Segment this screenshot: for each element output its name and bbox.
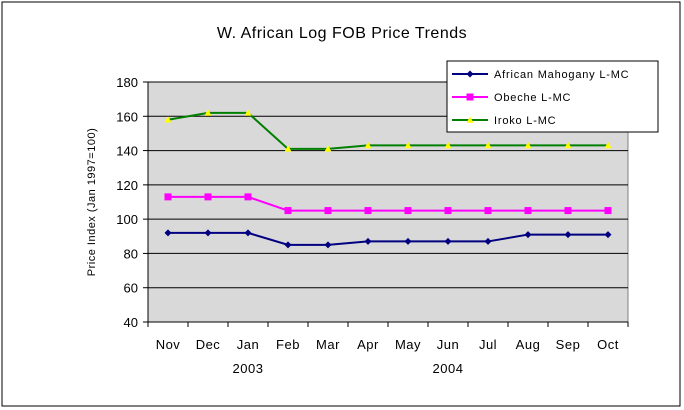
data-point-african-mahogany-l-mc xyxy=(484,237,492,245)
x-tick-label: Nov xyxy=(156,337,181,352)
data-point-iroko-l-mc xyxy=(364,141,372,149)
data-point-iroko-l-mc xyxy=(444,141,452,149)
legend-label-african-mahogany-l-mc: African Mahogany L-MC xyxy=(494,69,629,81)
legend-label-iroko-l-mc: Iroko L-MC xyxy=(494,115,556,127)
data-point-african-mahogany-l-mc xyxy=(284,241,292,249)
data-point-obeche-l-mc xyxy=(244,193,252,201)
data-point-iroko-l-mc xyxy=(564,141,572,149)
data-point-african-mahogany-l-mc xyxy=(444,237,452,245)
series-layer xyxy=(164,109,612,249)
data-point-obeche-l-mc xyxy=(204,193,212,201)
data-point-african-mahogany-l-mc xyxy=(324,241,332,249)
y-tick-label: 100 xyxy=(116,212,138,227)
axes: 40 60 80 100 120 140 160 180 Nov Dec Jan Feb Mar Apr M… xyxy=(116,75,629,376)
data-point-obeche-l-mc xyxy=(404,207,412,215)
x-tick-label: Apr xyxy=(357,337,379,352)
legend-marker-african-mahogany-l-mc xyxy=(466,70,474,78)
data-point-obeche-l-mc xyxy=(444,207,452,215)
data-point-obeche-l-mc xyxy=(364,207,372,215)
legend: African Mahogany L-MC Obeche L-MC Iroko L-… xyxy=(446,60,659,133)
x-tick-label: Jun xyxy=(437,337,459,352)
data-point-obeche-l-mc xyxy=(604,207,612,215)
y-axis-label: Price Index (Jan 1997=100) xyxy=(86,128,98,276)
data-point-obeche-l-mc xyxy=(164,193,172,201)
year-label: 2004 xyxy=(433,361,464,376)
x-tick-label: Aug xyxy=(516,337,541,352)
data-point-obeche-l-mc xyxy=(284,207,292,215)
data-point-obeche-l-mc xyxy=(324,207,332,215)
legend-label-obeche-l-mc: Obeche L-MC xyxy=(494,92,571,104)
grid-lines xyxy=(148,81,628,289)
data-point-iroko-l-mc xyxy=(604,141,612,149)
series-line-african-mahogany-l-mc xyxy=(168,231,608,246)
data-point-obeche-l-mc xyxy=(564,207,572,215)
data-point-african-mahogany-l-mc xyxy=(204,229,212,237)
data-point-iroko-l-mc xyxy=(244,109,252,116)
x-tick-label: Sep xyxy=(556,337,581,352)
legend-marker-obeche-l-mc xyxy=(466,93,474,101)
data-point-african-mahogany-l-mc xyxy=(564,231,572,239)
data-point-african-mahogany-l-mc xyxy=(604,231,612,239)
chart-title: W. African Log FOB Price Trends xyxy=(217,25,467,42)
y-tick-label: 160 xyxy=(116,109,138,124)
x-tick-label: Feb xyxy=(276,337,300,352)
data-point-african-mahogany-l-mc xyxy=(244,229,252,237)
y-tick-label: 180 xyxy=(116,75,138,90)
x-tick-label: Mar xyxy=(316,337,340,352)
year-label: 2003 xyxy=(233,361,264,376)
data-point-obeche-l-mc xyxy=(524,207,532,215)
data-point-iroko-l-mc xyxy=(324,145,332,152)
data-point-iroko-l-mc xyxy=(404,141,412,149)
data-point-african-mahogany-l-mc xyxy=(404,237,412,245)
y-tick-label: 140 xyxy=(116,144,138,159)
data-point-african-mahogany-l-mc xyxy=(164,229,172,237)
x-tick-label: Oct xyxy=(597,337,619,352)
y-tick-label: 80 xyxy=(124,246,138,261)
y-tick-label: 120 xyxy=(116,178,138,193)
y-tick-label: 40 xyxy=(124,315,138,330)
x-tick-label: Jul xyxy=(479,337,497,352)
data-point-iroko-l-mc xyxy=(484,141,492,149)
legend-marker-iroko-l-mc xyxy=(466,116,474,123)
data-point-african-mahogany-l-mc xyxy=(364,237,372,245)
x-tick-label: Jan xyxy=(237,337,259,352)
data-point-iroko-l-mc xyxy=(164,116,172,123)
data-point-iroko-l-mc xyxy=(204,109,212,116)
y-tick-label: 60 xyxy=(124,281,138,296)
x-tick-label: Dec xyxy=(196,337,221,352)
series-line-obeche-l-mc xyxy=(168,195,608,212)
data-point-obeche-l-mc xyxy=(484,207,492,215)
data-point-african-mahogany-l-mc xyxy=(524,231,532,239)
series-line-iroko-l-mc xyxy=(167,111,608,150)
data-point-iroko-l-mc xyxy=(524,141,532,149)
x-tick-label: May xyxy=(395,337,421,352)
data-point-iroko-l-mc xyxy=(284,145,292,152)
